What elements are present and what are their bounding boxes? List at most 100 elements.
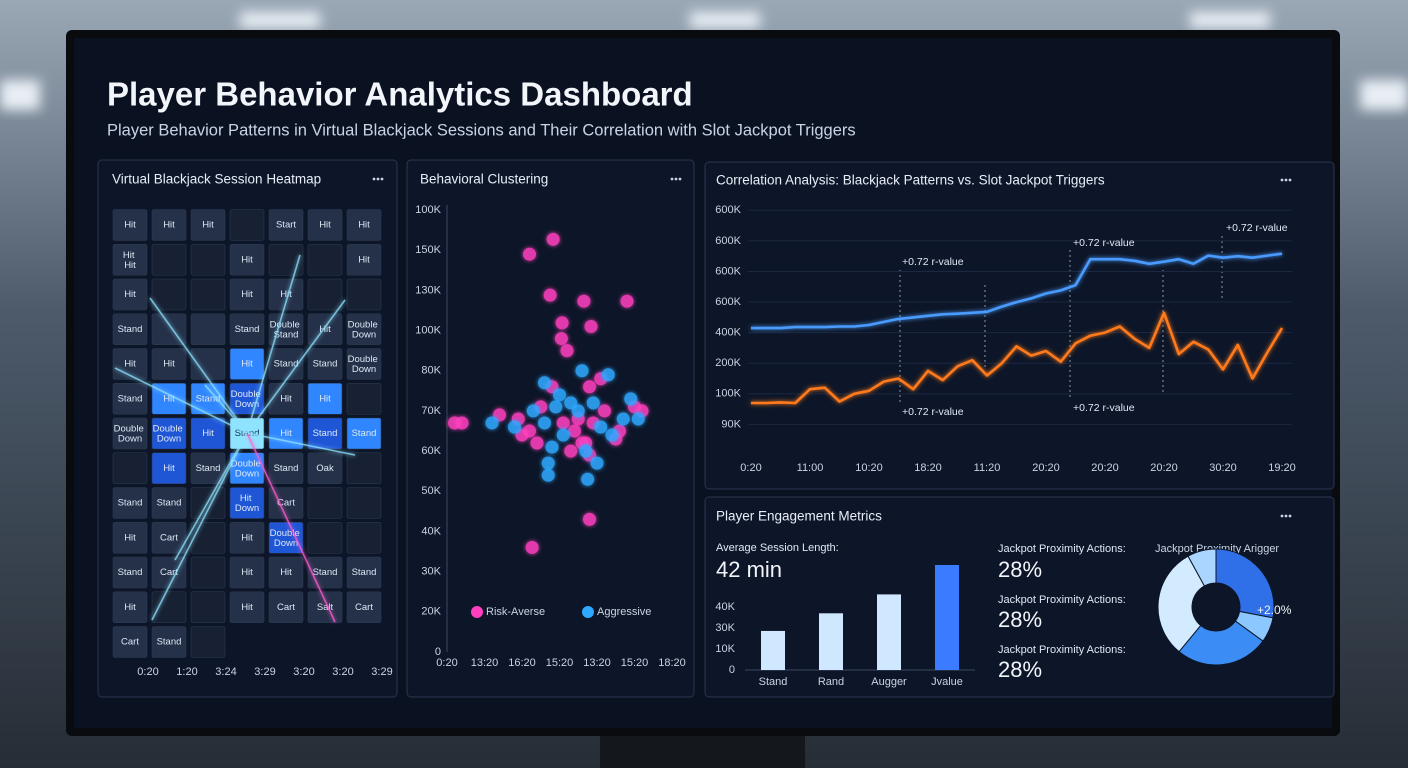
cell-label: Hit — [163, 463, 175, 474]
cell-label-line: Down — [118, 433, 142, 444]
y-tick-label: 50K — [421, 485, 441, 497]
metric-value: 28% — [998, 557, 1042, 582]
cell-label-line: Double — [270, 319, 303, 330]
heatmap-cell — [346, 556, 382, 589]
x-tick-label: 16:20 — [508, 657, 536, 669]
metric-value: 28% — [998, 607, 1042, 632]
heatmap-cell — [346, 417, 382, 450]
scatter-point — [624, 392, 638, 406]
cell-label-line: Down — [235, 503, 259, 514]
x-tick-label: 3:20 — [332, 666, 353, 678]
x-tick-label: 0:20 — [137, 666, 158, 678]
heatmap-cell — [151, 417, 187, 450]
cell-label: Hit — [280, 393, 292, 404]
cell-label: Start — [276, 220, 296, 231]
cell-label: Hit — [202, 220, 214, 231]
heatmap-cell — [112, 556, 148, 589]
x-tick-label: 10:20 — [855, 462, 883, 474]
y-tick-label: 40K — [421, 525, 441, 537]
scatter-point — [583, 512, 596, 526]
scatter-point — [620, 294, 634, 308]
x-tick-label: 11:20 — [974, 462, 1001, 474]
x-tick-label: 18:20 — [658, 657, 686, 669]
cell-label: Hit — [163, 220, 175, 231]
cell-label: Double Down — [270, 527, 303, 548]
scatter-point — [590, 456, 604, 470]
cell-label: Hit — [124, 602, 136, 613]
y-tick-label: 200K — [715, 357, 741, 369]
heatmap-cell — [307, 591, 343, 624]
scatter-point — [571, 404, 585, 418]
scatter-point — [581, 472, 595, 486]
cell-label-line: Double — [270, 527, 303, 538]
cell-label: Cart — [277, 498, 295, 509]
cell-label: Hit — [358, 254, 370, 265]
cell-label-line: Hit — [124, 259, 136, 270]
metric-label: Average Session Length: — [716, 542, 839, 554]
cell-label: Hit — [241, 289, 253, 300]
heatmap-cell — [112, 243, 148, 276]
heatmap-cell — [346, 348, 382, 380]
cell-label: Cart — [121, 637, 139, 648]
panel-menus[interactable] — [372, 177, 1292, 518]
heatmap-cell — [190, 278, 226, 311]
metric-value: 28% — [998, 657, 1042, 682]
heatmap-cell — [190, 348, 226, 380]
y-tick-label: 20K — [421, 606, 441, 618]
y-tick-label: 600K — [715, 296, 741, 308]
dashboard-title: Player Behavior Analytics Dashboard — [107, 76, 693, 113]
scatter-point — [584, 320, 598, 334]
heatmap-cell — [307, 452, 343, 485]
y-tick-label: 600K — [715, 235, 741, 247]
x-tick-label: Rand — [818, 676, 844, 688]
heatmap-cell — [151, 591, 187, 624]
cell-label: Hit — [358, 220, 370, 231]
annotation: +0.72 r-value — [1073, 402, 1135, 414]
heatmap-cell — [229, 209, 265, 241]
cell-label-line: Hit — [123, 249, 137, 260]
heatmap-cell — [229, 348, 265, 380]
heatmap-cell — [268, 243, 304, 276]
metric-label: Jackpot Proximity Actions: — [998, 543, 1126, 555]
scatter-point — [448, 416, 461, 430]
scatter-point — [545, 440, 559, 454]
y-tick-label: 70K — [421, 405, 441, 417]
metric-label: Jackpot Proximity Actions: — [998, 594, 1126, 606]
heatmap-cell — [151, 521, 187, 554]
heatmap-cell — [268, 209, 304, 241]
cell-label: Hit — [241, 254, 253, 265]
cell-label: Hit Hit — [123, 249, 137, 270]
heatmap-cell — [268, 556, 304, 589]
cell-label: Hit — [319, 393, 331, 404]
cell-label: Cart — [277, 602, 295, 613]
y-tick-label: 30K — [715, 622, 735, 634]
cell-label-line: Double — [114, 423, 147, 434]
cell-label-line: Double — [231, 458, 264, 469]
x-tick-label: 20:20 — [1032, 462, 1060, 474]
legend-label: Risk-Averse — [486, 606, 545, 618]
heatmap-cell — [307, 521, 343, 554]
cell-label: Hit — [241, 359, 253, 370]
cell-label: Stand — [274, 359, 299, 370]
scatter-point — [530, 436, 544, 450]
y-tick-label: 130K — [415, 284, 441, 296]
bar-chart: 0 10K 30K 40K Stand Rand Augger Jvalue — [715, 565, 975, 688]
scatter-point — [543, 288, 557, 302]
scatter-point — [564, 444, 578, 458]
heatmap-cell — [307, 209, 343, 241]
heatmap-cell — [190, 243, 226, 276]
heatmap-cell — [268, 591, 304, 624]
heatmap-streaks — [114, 254, 356, 623]
heatmap-cell — [268, 452, 304, 485]
y-tick-label: 100K — [715, 388, 741, 400]
heatmap-cell — [268, 417, 304, 450]
y-tick-label: 30K — [421, 566, 441, 578]
cell-label-line: Hit — [240, 493, 254, 504]
y-tick-label: 60K — [421, 445, 441, 457]
cell-label-line: Double — [348, 354, 381, 365]
y-tick-label: 0 — [435, 646, 441, 658]
y-tick-label: 10K — [715, 643, 735, 655]
